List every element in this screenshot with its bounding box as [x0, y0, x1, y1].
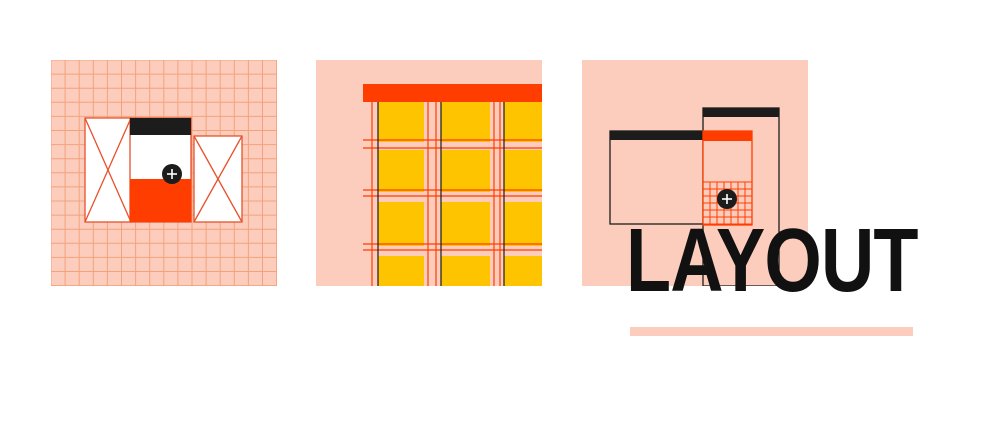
plus-icon	[717, 189, 737, 209]
column-grid-illustration	[316, 60, 542, 286]
column-grid-graphic	[316, 60, 542, 286]
title-underline	[630, 327, 913, 336]
wireframe-grid-graphic	[51, 60, 277, 286]
responsive-screens-graphic	[582, 60, 808, 286]
responsive-screens-illustration	[582, 60, 808, 286]
wireframe-grid-illustration	[51, 60, 277, 286]
page-title: LAYOUT	[626, 211, 919, 311]
plus-icon	[162, 164, 182, 184]
